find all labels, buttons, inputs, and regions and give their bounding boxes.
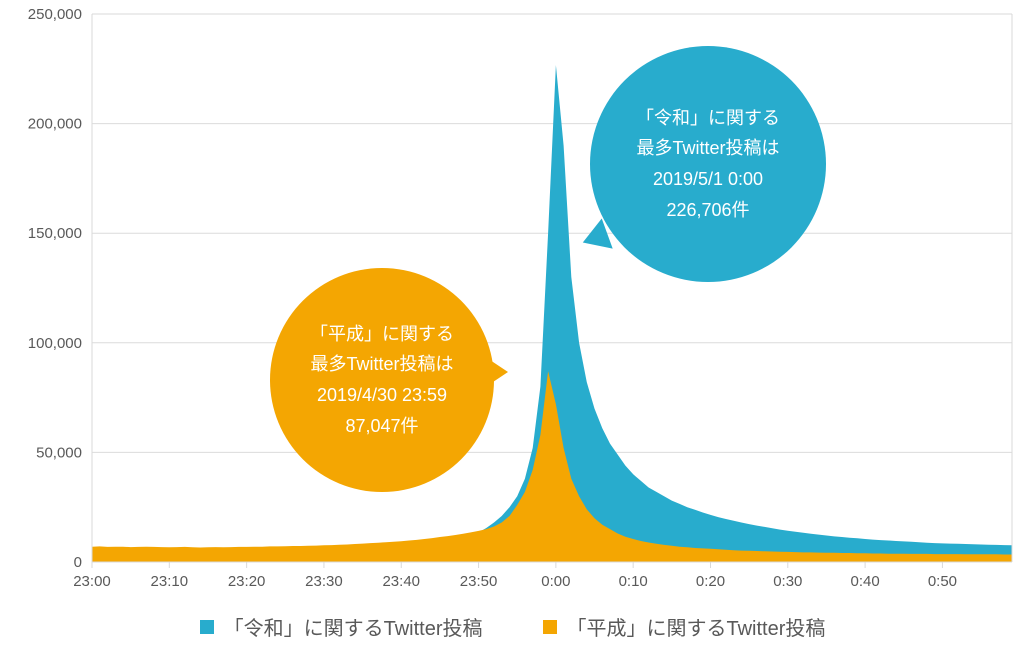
callout-line: 2019/5/1 0:00 (653, 164, 763, 195)
callout-heisei: 「平成」に関する 最多Twitter投稿は 2019/4/30 23:59 87… (270, 268, 494, 492)
svg-text:100,000: 100,000 (28, 335, 82, 352)
callout-tail (484, 356, 508, 388)
legend-item-reiwa: 「令和」に関するTwitter投稿 (200, 612, 483, 641)
callout-line: 「平成」に関する (310, 319, 454, 350)
svg-text:23:50: 23:50 (460, 573, 498, 590)
svg-text:250,000: 250,000 (28, 6, 82, 23)
svg-text:0:10: 0:10 (619, 573, 648, 590)
callout-line: 226,706件 (666, 195, 749, 226)
svg-text:0: 0 (74, 554, 82, 571)
svg-text:23:00: 23:00 (73, 573, 111, 590)
svg-text:0:30: 0:30 (773, 573, 802, 590)
svg-text:23:30: 23:30 (305, 573, 343, 590)
svg-text:150,000: 150,000 (28, 225, 82, 242)
callout-line: 「令和」に関する (636, 103, 780, 134)
legend-item-heisei: 「平成」に関するTwitter投稿 (543, 612, 826, 641)
callout-line: 2019/4/30 23:59 (317, 380, 447, 411)
legend-label: 「令和」に関するTwitter投稿 (224, 612, 483, 641)
svg-text:0:20: 0:20 (696, 573, 725, 590)
legend-swatch (543, 620, 557, 634)
svg-text:23:20: 23:20 (228, 573, 266, 590)
legend-swatch (200, 620, 214, 634)
svg-text:0:00: 0:00 (541, 573, 570, 590)
legend-label: 「平成」に関するTwitter投稿 (567, 612, 826, 641)
callout-line: 87,047件 (345, 411, 418, 442)
svg-text:0:40: 0:40 (851, 573, 880, 590)
callout-line: 最多Twitter投稿は (310, 349, 453, 380)
svg-text:23:10: 23:10 (151, 573, 189, 590)
callout-reiwa: 「令和」に関する 最多Twitter投稿は 2019/5/1 0:00 226,… (590, 46, 826, 282)
twitter-posts-chart: 0 50,000 100,000 150,000 200,000 250,000 23:00… (0, 0, 1025, 647)
svg-text:50,000: 50,000 (36, 444, 82, 461)
legend: 「令和」に関するTwitter投稿 「平成」に関するTwitter投稿 (0, 612, 1025, 641)
svg-text:200,000: 200,000 (28, 116, 82, 133)
svg-text:0:50: 0:50 (928, 573, 957, 590)
svg-text:23:40: 23:40 (382, 573, 420, 590)
callout-line: 最多Twitter投稿は (636, 133, 779, 164)
